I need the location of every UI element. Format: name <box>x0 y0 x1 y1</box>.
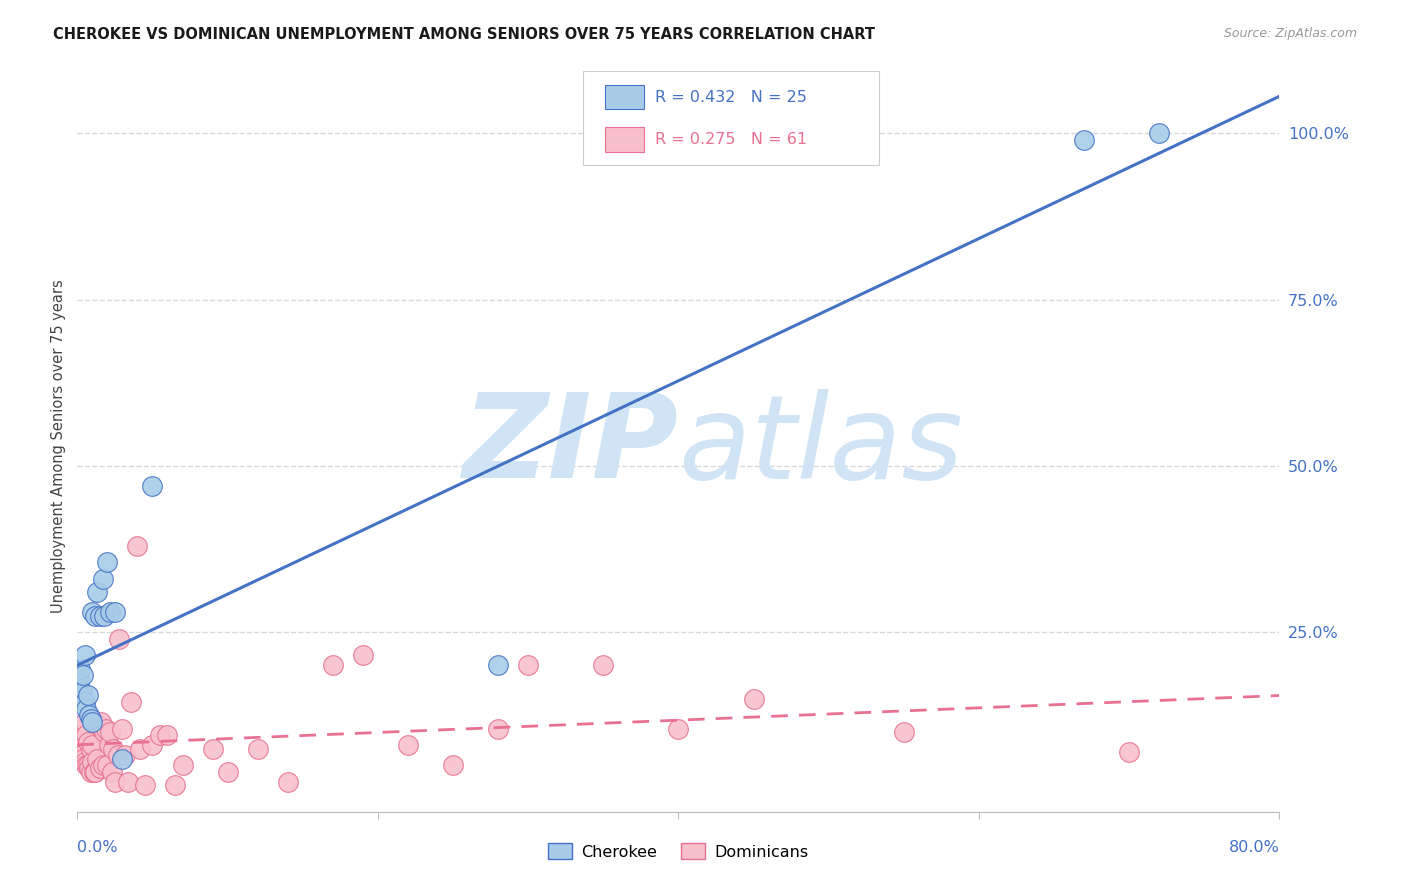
Point <box>72 751 94 765</box>
Point <box>104 774 127 789</box>
Point <box>117 774 139 789</box>
Point <box>129 741 152 756</box>
Text: ZIP: ZIP <box>463 389 679 503</box>
Point <box>893 725 915 739</box>
Point <box>76 758 98 772</box>
Point <box>114 748 136 763</box>
Point <box>201 741 224 756</box>
Text: R = 0.432   N = 25: R = 0.432 N = 25 <box>655 89 807 104</box>
Point <box>69 741 91 756</box>
Point <box>83 764 105 779</box>
Point <box>82 738 104 752</box>
Point <box>108 632 131 646</box>
Point <box>277 774 299 789</box>
Point <box>486 658 509 673</box>
Point <box>134 778 156 792</box>
Point <box>80 741 103 756</box>
Point <box>80 712 103 726</box>
Point <box>82 605 104 619</box>
Point <box>217 764 239 779</box>
Point <box>91 758 114 772</box>
Point <box>76 735 98 749</box>
Point <box>75 728 97 742</box>
Point <box>486 722 509 736</box>
Text: atlas: atlas <box>679 389 963 503</box>
Point <box>69 662 91 676</box>
Point <box>91 572 114 586</box>
Point <box>149 728 172 742</box>
Point <box>1118 745 1140 759</box>
Point <box>73 714 96 729</box>
Point <box>172 758 194 772</box>
Point <box>86 751 108 765</box>
Point <box>76 689 98 703</box>
Point <box>79 708 101 723</box>
Point <box>96 555 118 569</box>
Point <box>101 764 124 779</box>
Text: Source: ZipAtlas.com: Source: ZipAtlas.com <box>1223 27 1357 40</box>
Point <box>156 728 179 742</box>
Point <box>84 608 107 623</box>
Point <box>1149 127 1171 141</box>
Point <box>70 722 93 736</box>
Point <box>73 755 96 769</box>
Point <box>93 725 115 739</box>
Point <box>742 691 765 706</box>
Point <box>67 675 90 690</box>
Point <box>96 758 118 772</box>
Point <box>90 714 112 729</box>
Point <box>73 695 96 709</box>
Point <box>69 728 91 742</box>
Point <box>70 748 93 763</box>
Point <box>1073 133 1095 147</box>
Point <box>84 764 107 779</box>
Point <box>79 762 101 776</box>
Point <box>89 608 111 623</box>
Point <box>246 741 269 756</box>
Point <box>141 479 163 493</box>
Text: 80.0%: 80.0% <box>1229 840 1279 855</box>
Point <box>82 755 104 769</box>
Point <box>70 685 93 699</box>
Point <box>322 658 344 673</box>
Text: 0.0%: 0.0% <box>77 840 118 855</box>
Point <box>104 605 127 619</box>
Point <box>73 648 96 663</box>
Text: R = 0.275   N = 61: R = 0.275 N = 61 <box>655 132 807 147</box>
Point <box>86 585 108 599</box>
Point <box>141 738 163 752</box>
Point <box>89 762 111 776</box>
Point <box>592 658 614 673</box>
Point <box>441 758 464 772</box>
Point <box>103 741 125 756</box>
Point <box>80 764 103 779</box>
Point <box>668 722 690 736</box>
Point <box>396 738 419 752</box>
Point <box>87 718 110 732</box>
Point <box>111 722 134 736</box>
Point <box>97 738 120 752</box>
Point <box>93 608 115 623</box>
Y-axis label: Unemployment Among Seniors over 75 years: Unemployment Among Seniors over 75 years <box>51 279 66 613</box>
Point <box>127 539 149 553</box>
Point <box>111 751 134 765</box>
Point <box>82 714 104 729</box>
Point <box>352 648 374 663</box>
Point <box>100 605 122 619</box>
Point <box>94 722 117 736</box>
Point <box>67 738 90 752</box>
Point <box>107 748 129 763</box>
Point <box>75 758 97 772</box>
Point <box>100 725 122 739</box>
Point <box>75 701 97 715</box>
Text: CHEROKEE VS DOMINICAN UNEMPLOYMENT AMONG SENIORS OVER 75 YEARS CORRELATION CHART: CHEROKEE VS DOMINICAN UNEMPLOYMENT AMONG… <box>53 27 876 42</box>
Legend: Cherokee, Dominicans: Cherokee, Dominicans <box>541 837 815 866</box>
Point <box>517 658 540 673</box>
Point <box>120 695 142 709</box>
Point <box>72 668 94 682</box>
Point <box>163 778 186 792</box>
